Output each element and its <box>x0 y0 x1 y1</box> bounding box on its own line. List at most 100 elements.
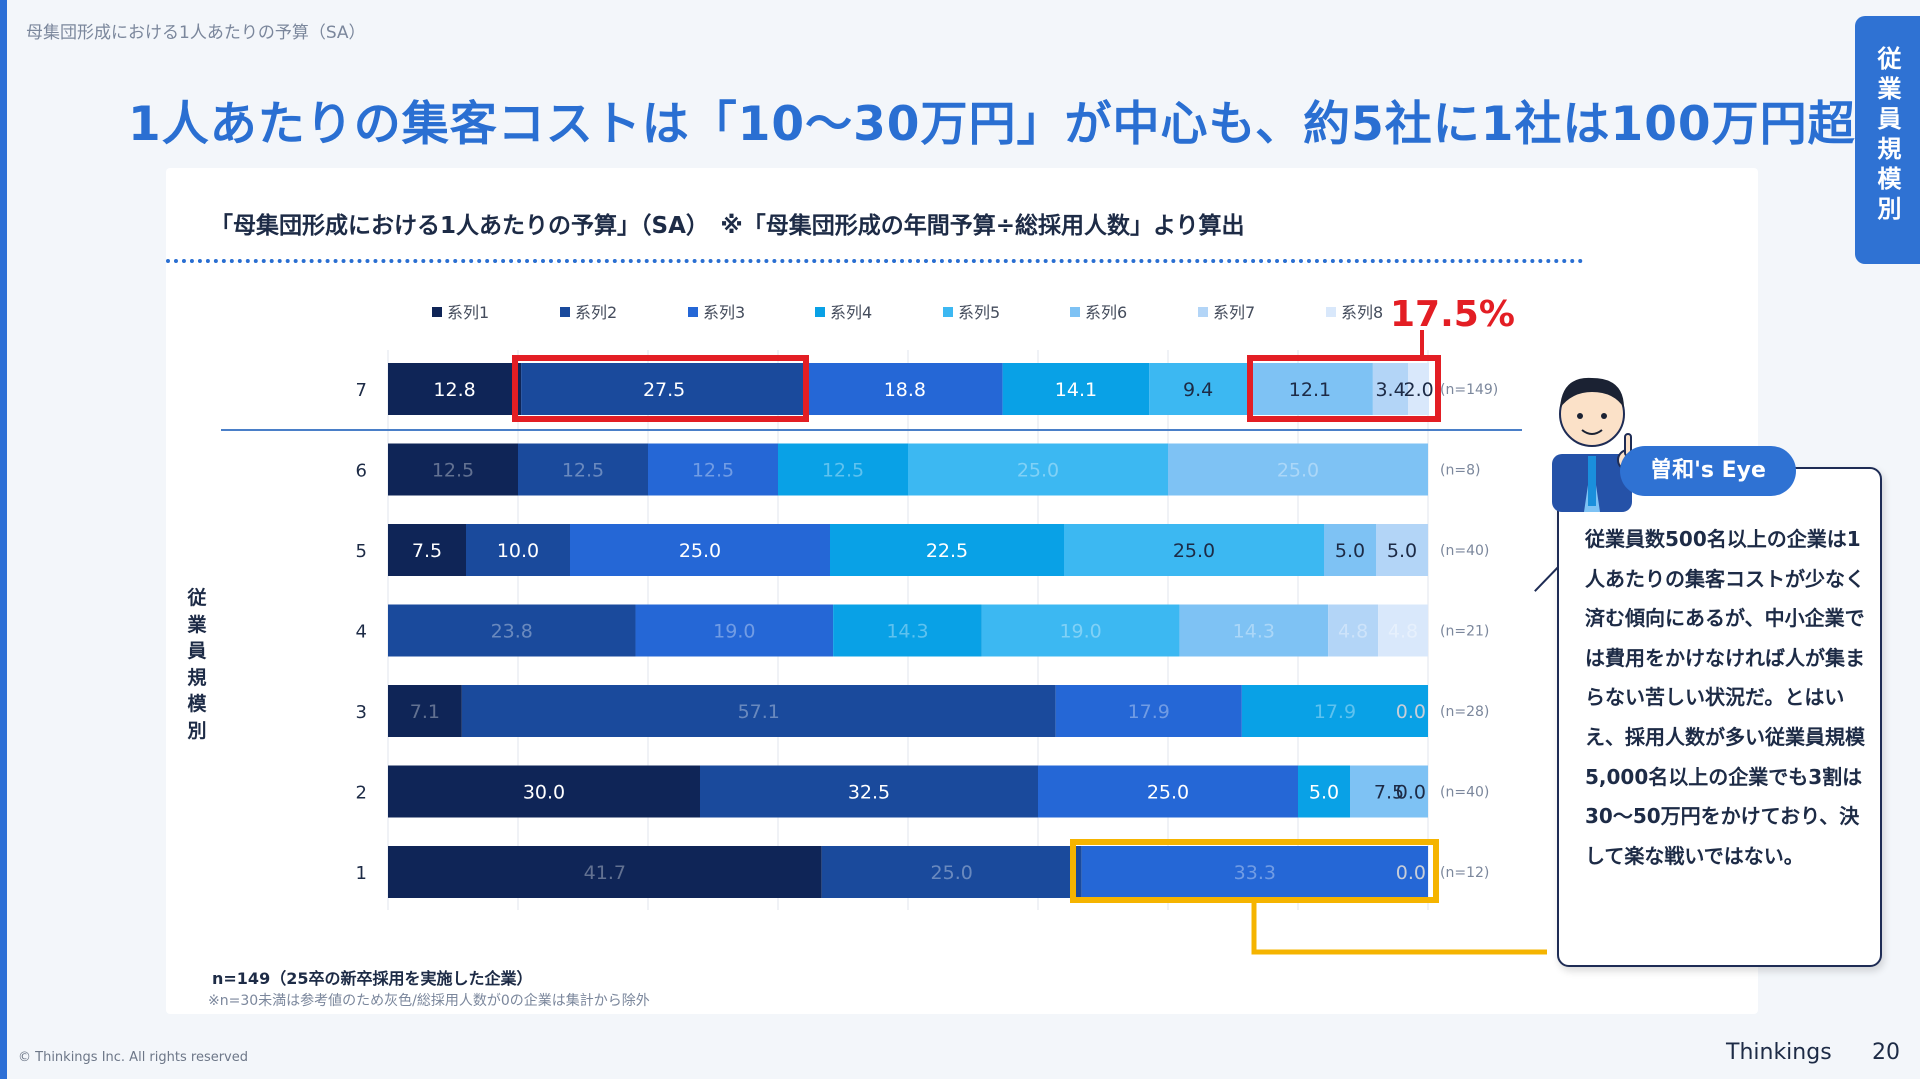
sample-size-label: (n=149) <box>1440 382 1498 398</box>
legend-label: 系列2 <box>575 303 617 322</box>
data-label: 12.5 <box>562 460 604 482</box>
data-label: 14.3 <box>886 621 928 643</box>
bar-segment <box>700 765 1038 818</box>
side-tab[interactable]: 従業員規模別 <box>1855 16 1920 264</box>
data-label: 12.5 <box>822 460 864 482</box>
commentary-label: 曽和's Eye <box>1620 446 1796 496</box>
data-label: 23.8 <box>491 621 533 643</box>
data-label: 19.0 <box>713 621 755 643</box>
data-label: 7.1 <box>410 701 440 723</box>
bar-segment <box>1247 363 1373 415</box>
bar-segment <box>830 524 1064 576</box>
data-label: 17.9 <box>1314 701 1356 723</box>
legend-label: 系列8 <box>1341 303 1383 322</box>
data-label: 10.0 <box>497 540 539 562</box>
data-label: 12.1 <box>1289 379 1331 401</box>
data-label: 0.0 <box>1396 782 1426 804</box>
data-label: 41.7 <box>584 862 626 884</box>
data-label: 12.8 <box>433 379 475 401</box>
bar-segment <box>388 685 462 737</box>
category-label: 1 <box>356 863 367 884</box>
sample-size-label: (n=21) <box>1440 624 1489 640</box>
data-label: 14.3 <box>1233 621 1275 643</box>
data-label: 25.0 <box>1147 782 1189 804</box>
legend-swatch <box>1198 307 1208 317</box>
data-label: 25.0 <box>1017 460 1059 482</box>
data-label: 19.0 <box>1059 621 1101 643</box>
highlight-box-red <box>1247 355 1441 422</box>
sample-size-label: (n=12) <box>1440 865 1489 881</box>
left-accent-bar <box>0 0 7 1079</box>
copyright: © Thinkings Inc. All rights reserved <box>18 1050 249 1065</box>
bar-segment <box>908 443 1168 496</box>
sample-size-label: (n=40) <box>1440 543 1489 559</box>
legend-label: 系列1 <box>447 303 489 322</box>
callout-connector <box>1251 900 1547 955</box>
advisor-avatar-icon <box>1552 377 1639 512</box>
brand-name: Thinkings <box>1726 1040 1832 1065</box>
bar-segment <box>1324 524 1376 576</box>
bar-segment <box>388 443 518 496</box>
bar-segment <box>521 363 808 415</box>
bar-segment <box>518 443 648 496</box>
commentary-bubble <box>1557 467 1882 967</box>
data-label: 12.5 <box>692 460 734 482</box>
commentary-text: 従業員数500名以上の企業は1人あたりの集客コストが少なく済む傾向にあるが、中小… <box>1585 527 1865 868</box>
bar-segment <box>388 846 822 898</box>
y-axis-title: 従業員規模別 <box>187 587 207 742</box>
bar-segment <box>388 524 466 576</box>
data-label: 32.5 <box>848 782 890 804</box>
data-label: 30.0 <box>523 782 565 804</box>
sample-note: n=149（25卒の新卒採用を実施した企業） <box>212 969 533 988</box>
legend-swatch <box>560 307 570 317</box>
legend-swatch <box>688 307 698 317</box>
data-label: 4.8 <box>1338 621 1368 643</box>
legend-swatch <box>943 307 953 317</box>
legend-swatch <box>815 307 825 317</box>
legend-label: 系列5 <box>958 303 1000 322</box>
sample-size-label: (n=40) <box>1440 785 1489 801</box>
bar-segment <box>1350 765 1428 818</box>
data-label: 27.5 <box>643 379 685 401</box>
side-tab-label: 従業員規模別 <box>1873 46 1901 226</box>
legend-label: 系列3 <box>703 303 745 322</box>
data-label: 22.5 <box>926 540 968 562</box>
sample-size-label: (n=28) <box>1440 704 1489 720</box>
data-label: 14.1 <box>1055 379 1097 401</box>
data-label: 3.4 <box>1375 379 1405 401</box>
bar-segment <box>570 524 830 576</box>
legend-swatch <box>432 307 442 317</box>
bar-segment <box>807 363 1003 415</box>
data-label: 25.0 <box>931 862 973 884</box>
legend-swatch <box>1326 307 1336 317</box>
data-label: 0.0 <box>1396 862 1426 884</box>
bar-segment <box>821 846 1082 898</box>
category-label: 2 <box>356 783 367 804</box>
legend-swatch <box>1070 307 1080 317</box>
bar-segment <box>1298 765 1350 818</box>
legend-label: 系列7 <box>1213 303 1255 322</box>
bar-segment <box>981 604 1180 657</box>
bar-segment <box>388 765 700 818</box>
category-label: 3 <box>356 702 367 723</box>
bar-segment <box>778 443 908 496</box>
data-label: 5.0 <box>1309 782 1339 804</box>
category-label: 4 <box>356 622 367 643</box>
category-label: 7 <box>356 380 367 401</box>
bar-segment <box>1168 443 1428 496</box>
callout-percentage: 17.5% <box>1390 294 1515 335</box>
bar-segment <box>1149 363 1248 415</box>
bar-segment <box>1376 524 1428 576</box>
bar-segment <box>1064 524 1324 576</box>
bar-segment <box>833 604 982 657</box>
data-label: 33.3 <box>1234 862 1276 884</box>
bar-segment <box>388 363 522 415</box>
sample-size-label: (n=8) <box>1440 463 1480 479</box>
data-label: 2.0 <box>1404 379 1434 401</box>
bar-segment <box>1241 685 1428 737</box>
chart-subtitle: 「母集団形成における1人あたりの予算」（SA） ※「母集団形成の年間予算÷総採用… <box>210 213 1245 239</box>
bar-segment <box>1408 363 1430 415</box>
bar-segment <box>1372 363 1409 415</box>
bar-segment <box>466 524 570 576</box>
